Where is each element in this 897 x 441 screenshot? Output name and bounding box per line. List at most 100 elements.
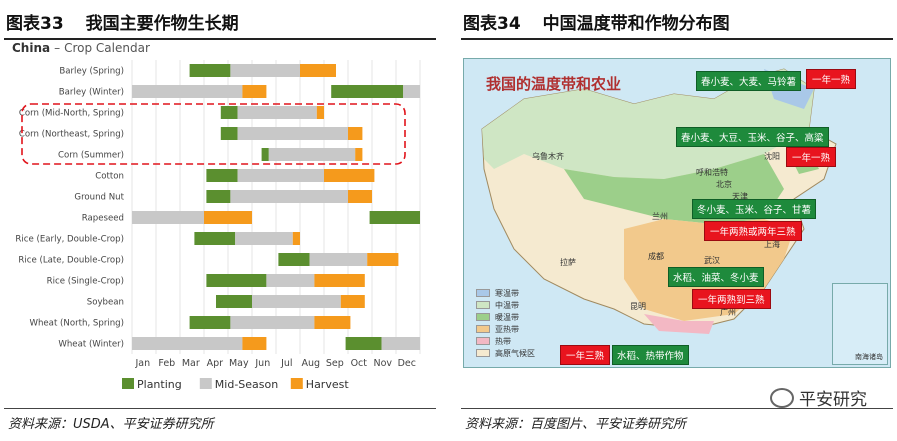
crop-phase-bar	[230, 316, 315, 329]
map-title: 我国的温度带和农业	[486, 75, 622, 93]
crop-phase-bar	[220, 106, 238, 119]
crop-phase-bar	[132, 337, 243, 350]
legend-row: 中温带	[476, 299, 535, 311]
chart-title: China – Crop Calendar	[12, 41, 150, 55]
crop-phase-bar	[367, 253, 399, 266]
legend-label: Mid-Season	[215, 378, 278, 391]
crop-label-2: 春小麦、大豆、玉米、谷子、高粱	[676, 127, 829, 147]
right-figure-number: 图表34	[463, 13, 521, 34]
crop-phase-bar	[369, 211, 420, 224]
city-label: 昆明	[630, 302, 646, 311]
crop-phase-bar	[242, 337, 267, 350]
legend-swatch	[476, 301, 490, 309]
legend-label: 热带	[495, 336, 511, 346]
corn-highlight-box	[21, 103, 406, 165]
legend-label: 中温带	[495, 300, 519, 310]
crop-label: Rice (Early, Double-Crop)	[15, 235, 124, 245]
crop-label-1: 春小麦、大麦、马铃薯	[696, 71, 802, 91]
crop-phase-bar	[237, 106, 317, 119]
legend-row: 暖温带	[476, 311, 535, 323]
legend-swatch	[122, 378, 134, 389]
month-tick: Dec	[398, 358, 416, 369]
legend-label: 亚热带	[495, 324, 519, 334]
crop-label: Corn (Mid-North, Spring)	[19, 109, 124, 119]
tropical-zone	[644, 314, 714, 334]
wechat-account-name: 平安研究	[799, 390, 867, 410]
crop-phase-bar	[237, 169, 324, 182]
city-label: 武汉	[704, 256, 720, 265]
crop-phase-bar	[237, 127, 348, 140]
legend-swatch	[290, 378, 303, 389]
crop-phase-bar	[266, 274, 315, 287]
crop-label: Barley (Spring)	[59, 67, 124, 77]
crop-phase-bar	[316, 106, 324, 119]
crop-label: Rice (Late, Double-Crop)	[18, 256, 124, 266]
left-figure-number: 图表33	[6, 13, 64, 34]
right-figure-title: 中国温度带和作物分布图	[542, 13, 730, 34]
month-tick: Jan	[134, 358, 150, 369]
crop-label: Corn (Northeast, Spring)	[19, 130, 124, 140]
system-label-5: 一年三熟	[560, 345, 611, 365]
crop-phase-bar	[189, 316, 231, 329]
crop-phase-bar	[331, 85, 404, 98]
system-label-1: 一年一熟	[806, 69, 857, 89]
city-label: 广州	[720, 308, 736, 317]
mid-temperate-zone	[482, 69, 814, 179]
legend-label: Planting	[137, 378, 182, 391]
system-label-3: 一年两熟或两年三熟	[704, 221, 802, 241]
crop-label: Wheat (Winter)	[58, 340, 124, 350]
crop-phase-bar	[189, 64, 231, 77]
crop-phase-bar	[381, 337, 420, 350]
crop-phase-bar	[252, 295, 341, 308]
left-figure-title: 我国主要作物生长期	[85, 13, 239, 34]
crop-phase-bar	[235, 232, 293, 245]
crop-label: Ground Nut	[74, 193, 124, 203]
inset-label: 南海诸岛	[855, 353, 883, 361]
crop-phase-bar	[206, 190, 231, 203]
crop-phase-bar	[355, 148, 363, 161]
city-label: 兰州	[652, 212, 668, 221]
left-source-note: 资料来源：USDA、平安证券研究所	[8, 417, 214, 432]
left-header-rule	[4, 38, 436, 40]
month-tick: May	[229, 358, 249, 369]
crop-phase-bar	[132, 211, 204, 224]
legend-row: 高原气候区	[476, 347, 535, 359]
crop-label-3: 冬小麦、玉米、谷子、甘薯	[692, 199, 817, 219]
right-footer-rule	[461, 408, 893, 409]
map-legend: 寒温带 中温带 暖温带 亚热带 热带 高原气候区	[476, 287, 535, 359]
crop-phase-bar	[230, 64, 300, 77]
crop-phase-bar	[206, 274, 267, 287]
wechat-icon	[770, 387, 794, 408]
legend-row: 寒温带	[476, 287, 535, 299]
right-source-note: 资料来源：百度图片、平安证券研究所	[465, 417, 687, 432]
crop-label: Rice (Single-Crop)	[47, 277, 124, 287]
city-label: 上海	[764, 240, 780, 249]
month-tick: Sep	[326, 358, 344, 369]
month-ticks: Jan Feb Mar Apr May Jun Jul Aug Sep Oct Nov Dec	[134, 358, 416, 369]
crop-calendar-chart: China – Crop Calendar Barley (Spring) Barle…	[12, 41, 421, 391]
right-figure: 图表34 中国温度带和作物分布图 我国的温度带和农业 春小麦、大麦、马铃薯 一年…	[457, 0, 897, 441]
legend-swatch	[476, 349, 490, 357]
system-label-4: 一年两熟到三熟	[692, 289, 771, 309]
crop-phase-bar	[216, 295, 252, 308]
month-tick: Mar	[182, 358, 200, 369]
right-figure-header: 图表34 中国温度带和作物分布图	[463, 6, 730, 36]
crop-phase-bar	[206, 169, 238, 182]
left-footer-rule	[4, 408, 436, 409]
city-label: 乌鲁木齐	[532, 152, 564, 161]
legend-label: Harvest	[306, 378, 350, 391]
crop-phase-bar	[261, 148, 269, 161]
south-china-sea-inset: 南海诸岛	[832, 283, 888, 365]
month-tick: Jun	[254, 358, 270, 369]
crop-label: Barley (Winter)	[59, 88, 124, 98]
city-label: 呼和浩特	[696, 168, 728, 177]
chart-legend: Planting Mid-Season Harvest	[122, 378, 349, 391]
system-label-2: 一年一熟	[786, 147, 837, 167]
crop-phase-bar	[220, 127, 238, 140]
crop-label-5: 水稻、热带作物	[612, 345, 689, 365]
legend-swatch	[476, 325, 490, 333]
month-tick: Apr	[207, 358, 224, 369]
month-tick: Aug	[302, 358, 321, 369]
crop-phase-bar	[132, 85, 243, 98]
month-tick: Jul	[280, 358, 292, 369]
